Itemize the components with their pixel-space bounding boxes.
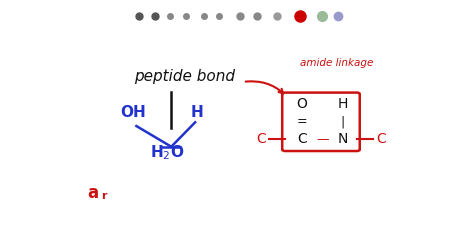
Text: H: H: [191, 105, 203, 120]
Text: OH: OH: [120, 105, 146, 120]
Text: C: C: [256, 132, 266, 146]
Text: C: C: [297, 132, 307, 146]
Text: O: O: [296, 97, 307, 112]
FancyArrowPatch shape: [246, 81, 283, 93]
Text: |: |: [341, 115, 345, 128]
Text: C: C: [376, 132, 385, 146]
Text: a: a: [87, 184, 98, 202]
Text: r: r: [101, 192, 106, 202]
Text: H: H: [337, 97, 348, 112]
Text: —: —: [316, 133, 328, 146]
Text: N: N: [337, 132, 348, 146]
Text: peptide bond: peptide bond: [134, 69, 235, 84]
Text: =: =: [296, 115, 307, 128]
Text: amide linkage: amide linkage: [300, 58, 374, 68]
Text: H$_2$O: H$_2$O: [150, 143, 185, 162]
